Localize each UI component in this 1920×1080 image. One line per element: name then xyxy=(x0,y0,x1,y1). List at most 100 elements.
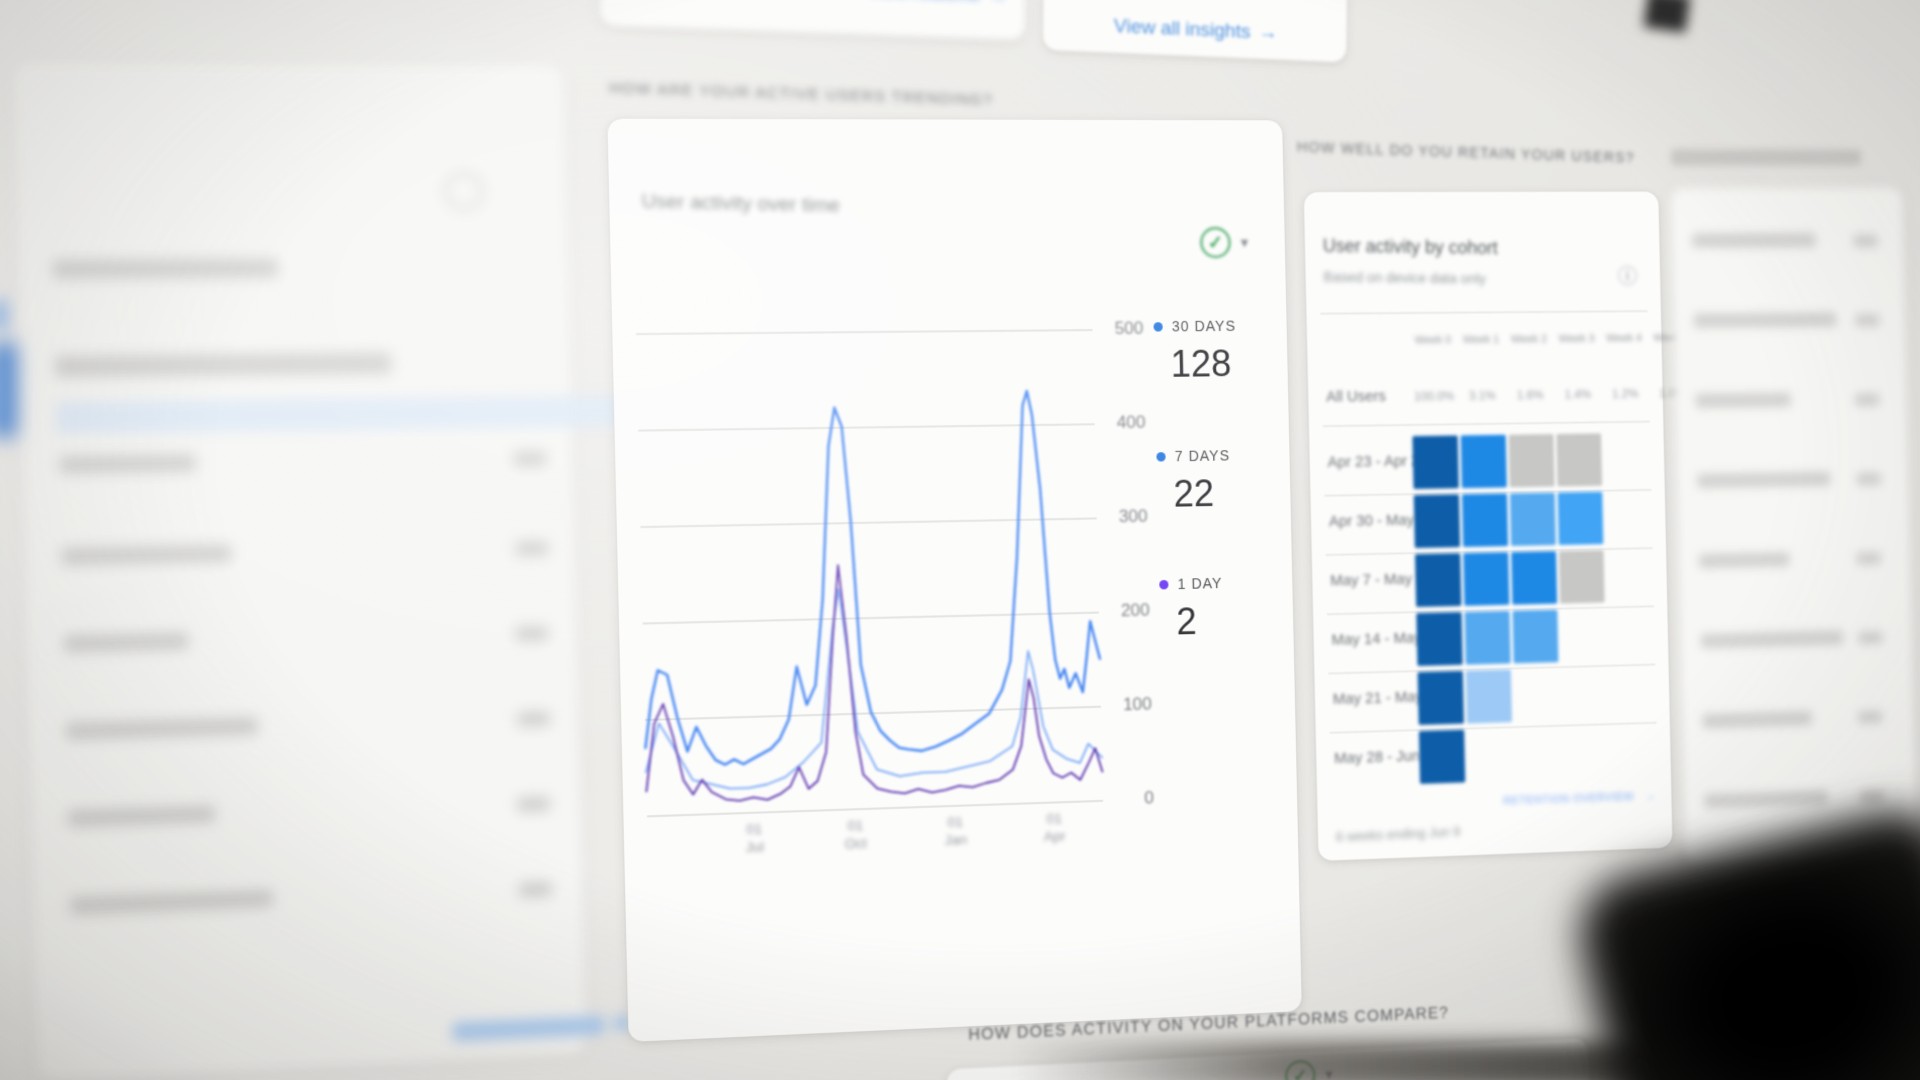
left-report-card-blurred xyxy=(13,62,677,1080)
cohort-col-week-4: Week 4 xyxy=(1605,332,1643,345)
cohort-title: User activity by cohort xyxy=(1322,235,1498,259)
cohort-cell-dark xyxy=(1413,494,1461,549)
blurred-text xyxy=(1698,552,1790,569)
blurred-text xyxy=(1858,631,1883,645)
cohort-col-week-0: Week 0 xyxy=(1414,334,1452,347)
divider xyxy=(1320,310,1648,315)
cohort-cell-dark xyxy=(1417,670,1465,725)
legend-text: 1 DAY xyxy=(1177,574,1223,593)
series-30-days xyxy=(637,390,1102,767)
cohort-cell-med xyxy=(1460,434,1507,489)
cohort-cell-light xyxy=(1512,609,1559,664)
legend-value: 2 xyxy=(1175,599,1198,643)
legend-dot-icon xyxy=(1159,579,1169,589)
blurred-text xyxy=(1859,790,1885,803)
y-axis-tick-0: 0 xyxy=(1144,787,1155,808)
legend-1-day: 1 DAY 2 xyxy=(1159,573,1291,644)
legend-dot-icon xyxy=(1153,321,1163,332)
cohort-cell-dark xyxy=(1414,553,1462,608)
cohort-cell-light xyxy=(1509,492,1556,547)
cohort-cell-med xyxy=(1463,552,1510,606)
blurred-text xyxy=(517,796,550,813)
cohort-all-users-value: 1.6% xyxy=(1516,387,1544,403)
y-axis-tick-500: 500 xyxy=(1114,318,1144,339)
left-card-link-blurred[interactable] xyxy=(452,1015,605,1042)
blurred-text xyxy=(515,625,549,642)
y-axis-tick-400: 400 xyxy=(1116,412,1146,433)
y-axis-tick-200: 200 xyxy=(1120,600,1150,621)
arrow-icon: → xyxy=(1644,790,1657,803)
y-axis-tick-300: 300 xyxy=(1118,506,1148,527)
cohort-cell-med xyxy=(1511,551,1558,605)
cohort-col-week-1: Week 1 xyxy=(1462,333,1500,347)
legend-30-days: 30 DAYS 128 xyxy=(1153,317,1286,386)
arrow-icon: → xyxy=(988,0,1007,6)
cohort-all-users-label: All Users xyxy=(1325,387,1386,406)
blurred-text xyxy=(1857,710,1883,724)
series-1-day xyxy=(641,560,1102,804)
blurred-text xyxy=(1854,314,1880,327)
legend-label: 1 DAY xyxy=(1159,573,1290,592)
blurred-text xyxy=(1856,552,1881,565)
chevron-down-icon: ▾ xyxy=(1325,1065,1333,1080)
blurred-text xyxy=(1695,392,1791,408)
cohort-all-users-value: 3.1% xyxy=(1468,388,1496,403)
cohort-cell-pale xyxy=(1465,669,1512,724)
view-all-insights-label: View all insights xyxy=(1113,15,1251,44)
cohort-cell-gray xyxy=(1558,550,1605,604)
help-icon xyxy=(443,171,484,211)
cohort-cell-dark xyxy=(1416,612,1463,666)
chart-filter-dropdown[interactable]: ✓ ▾ xyxy=(1199,227,1249,259)
cohort-cell-med xyxy=(1461,493,1509,548)
legend-text: 7 DAYS xyxy=(1174,447,1231,465)
blurred-text xyxy=(54,352,392,378)
blurred-text xyxy=(1853,234,1878,247)
cohort-heatmap xyxy=(1304,192,1659,193)
divider xyxy=(1322,420,1650,427)
legend-label: 7 DAYS xyxy=(1156,446,1287,464)
retention-overview-label: RETENTION OVERVIEW xyxy=(1503,790,1635,808)
cohort-all-users-value: 1.2% xyxy=(1611,386,1639,401)
cohort-cell-dark xyxy=(1418,729,1466,784)
cohort-col-week-2: Week 2 xyxy=(1510,333,1548,346)
cohort-col-week-3: Week 3 xyxy=(1558,332,1595,346)
chart-title: User activity over time xyxy=(641,190,840,218)
legend-dot-icon xyxy=(1156,451,1166,462)
check-circle-icon: ✓ xyxy=(1199,227,1231,259)
cohort-cell-gray xyxy=(1556,433,1603,487)
chevron-down-icon: ▾ xyxy=(1240,234,1249,252)
cohort-all-users-value: 1.4% xyxy=(1564,387,1592,402)
cohort-cell-gray xyxy=(1508,434,1555,488)
right-section-title-blurred xyxy=(1670,149,1862,166)
blurred-text xyxy=(519,881,552,898)
blurred-text xyxy=(515,540,549,557)
legend-value: 22 xyxy=(1173,471,1215,515)
blurred-text xyxy=(63,632,189,653)
legend-label: 30 DAYS xyxy=(1153,317,1284,335)
blurred-text xyxy=(1697,471,1831,489)
cohort-subtitle: Based on device data only xyxy=(1323,268,1486,287)
cohort-cell-light xyxy=(1464,610,1511,665)
legend-text: 30 DAYS xyxy=(1171,317,1237,335)
cohort-all-users-value: 100.0% xyxy=(1413,388,1455,404)
cohort-row-label: May 28 - Jun 3 xyxy=(1333,746,1433,768)
blurred-text xyxy=(513,451,547,467)
info-icon[interactable]: ⓘ xyxy=(1617,265,1638,289)
activity-line-chart xyxy=(631,319,1107,848)
view-realtime-link[interactable]: View realtime → xyxy=(868,0,1007,6)
retention-overview-link[interactable]: RETENTION OVERVIEW → xyxy=(1503,790,1656,807)
blurred-text xyxy=(52,258,279,280)
arrow-icon: → xyxy=(1258,21,1278,45)
blurred-text xyxy=(1693,312,1837,328)
view-all-insights-link[interactable]: View all insights → xyxy=(1043,13,1347,49)
cohort-row-label: Apr 30 - May 6 xyxy=(1328,511,1427,531)
user-activity-card: User activity over time ✓ ▾ 0 100 200 300 40… xyxy=(607,118,1302,1043)
platforms-filter-dropdown[interactable]: ✓ ▾ xyxy=(1284,1059,1333,1080)
legend-value: 128 xyxy=(1170,342,1232,386)
cohort-card: User activity by cohort Based on device … xyxy=(1303,191,1689,862)
view-realtime-label: View realtime xyxy=(868,0,980,4)
blurred-text xyxy=(517,711,551,727)
cohort-cell-dark xyxy=(1412,435,1459,490)
